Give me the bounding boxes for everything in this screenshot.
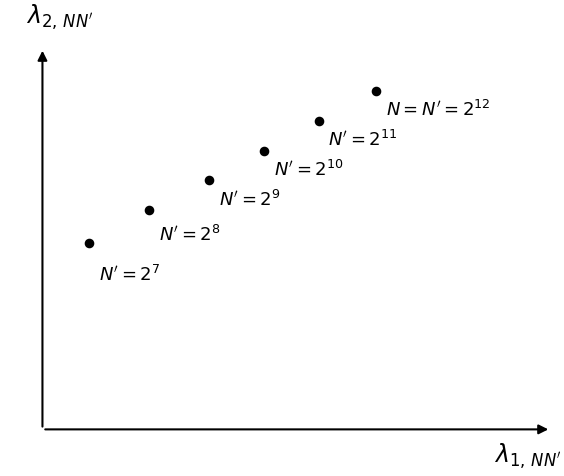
Point <box>85 239 94 247</box>
Text: $N' = 2^{10}$: $N' = 2^{10}$ <box>274 160 343 180</box>
Point <box>372 87 381 94</box>
Text: $N' = 2^{7}$: $N' = 2^{7}$ <box>99 265 160 285</box>
Text: $\lambda_{1,\,NN'}$: $\lambda_{1,\,NN'}$ <box>495 442 562 471</box>
Text: $\lambda_{2,\,NN'}$: $\lambda_{2,\,NN'}$ <box>26 2 94 32</box>
Text: $N = N' = 2^{12}$: $N = N' = 2^{12}$ <box>386 99 491 119</box>
Point <box>144 207 153 214</box>
Text: $N' = 2^{9}$: $N' = 2^{9}$ <box>219 190 281 210</box>
Point <box>314 117 323 125</box>
Point <box>205 176 214 184</box>
Text: $N' = 2^{8}$: $N' = 2^{8}$ <box>159 225 221 245</box>
Text: $N' = 2^{11}$: $N' = 2^{11}$ <box>328 130 398 150</box>
Point <box>259 148 268 155</box>
